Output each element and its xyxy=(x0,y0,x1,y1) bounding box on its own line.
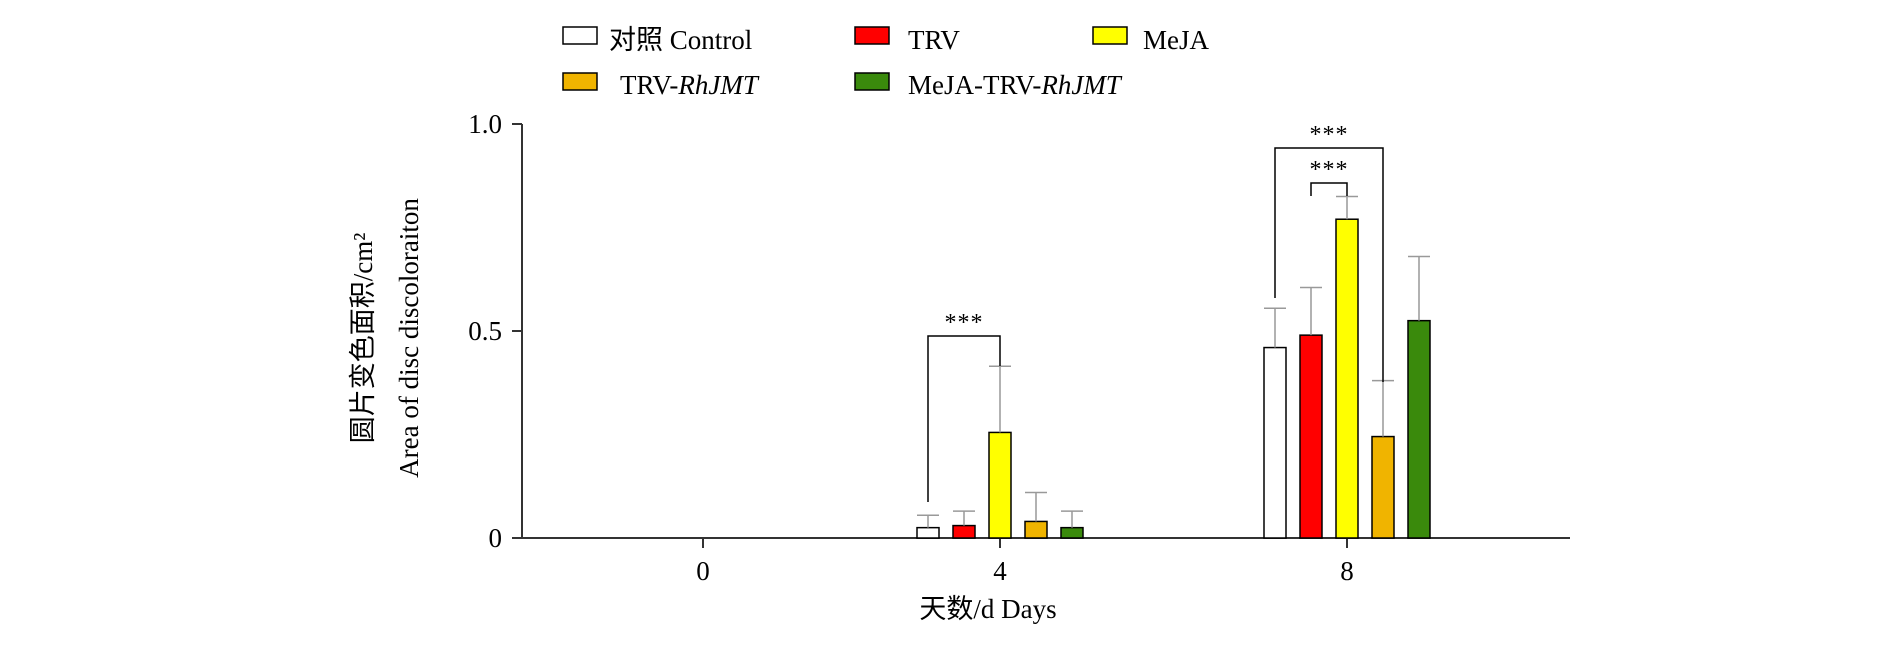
legend-label-italic: RhJMT xyxy=(1040,70,1122,100)
y-ticks: 0 0.5 1.0 xyxy=(468,109,522,553)
significance-bracket xyxy=(1310,182,1348,196)
legend-label: TRV xyxy=(908,25,960,55)
significance-bracket xyxy=(927,335,1001,502)
legend-label: 对照 Control xyxy=(609,25,752,55)
legend-label: MeJA-TRV-RhJMT xyxy=(908,70,1123,100)
bar xyxy=(1407,319,1431,539)
bar xyxy=(1060,526,1084,539)
legend-swatch xyxy=(1092,26,1128,45)
x-tick-label: 4 xyxy=(993,556,1007,586)
x-tick-label: 8 xyxy=(1340,556,1354,586)
bar xyxy=(1299,334,1323,539)
x-tick-label: 0 xyxy=(696,556,710,586)
bar xyxy=(952,524,976,539)
legend-label: MeJA xyxy=(1143,25,1209,55)
legend-swatch xyxy=(562,72,598,91)
legend-label-text: MeJA-TRV- xyxy=(908,70,1041,100)
axis-titles: 圆片变色面积/cm² Area of disc discoloraiton 天数… xyxy=(348,198,1057,624)
error-bars xyxy=(917,195,1430,528)
legend-label: TRV-RhJMT xyxy=(620,70,760,100)
significance-bracket xyxy=(1274,147,1384,382)
significance-brackets: *** *** *** xyxy=(927,122,1384,502)
legend-swatch xyxy=(562,26,598,45)
y-tick-label: 0.5 xyxy=(468,316,502,346)
legend-label-text: 对照 Control xyxy=(609,25,752,55)
bar xyxy=(1371,435,1395,539)
x-ticks: 0 4 8 xyxy=(696,538,1354,586)
legend-label-text: TRV- xyxy=(620,70,678,100)
y-tick-label: 0 xyxy=(489,523,503,553)
significance-label: *** xyxy=(945,310,984,336)
significance-label: *** xyxy=(1310,157,1349,183)
bars xyxy=(916,218,1431,539)
bar xyxy=(916,526,940,539)
bar xyxy=(1024,520,1048,539)
legend-label-text: MeJA xyxy=(1143,25,1209,55)
legend-label-italic: RhJMT xyxy=(677,70,759,100)
y-axis-title-chinese: 圆片变色面积/cm² xyxy=(348,233,378,444)
bar xyxy=(988,431,1012,539)
significance-label: *** xyxy=(1310,122,1349,148)
bar xyxy=(1263,346,1287,539)
y-tick-label: 1.0 xyxy=(468,109,502,139)
bar xyxy=(1335,218,1359,539)
y-axis-title-english: Area of disc discoloraiton xyxy=(394,198,424,478)
x-axis-title: 天数/d Days xyxy=(919,594,1056,624)
legend-swatch xyxy=(854,26,890,45)
legend-swatch xyxy=(854,72,890,91)
legend-label-text: TRV xyxy=(908,25,960,55)
